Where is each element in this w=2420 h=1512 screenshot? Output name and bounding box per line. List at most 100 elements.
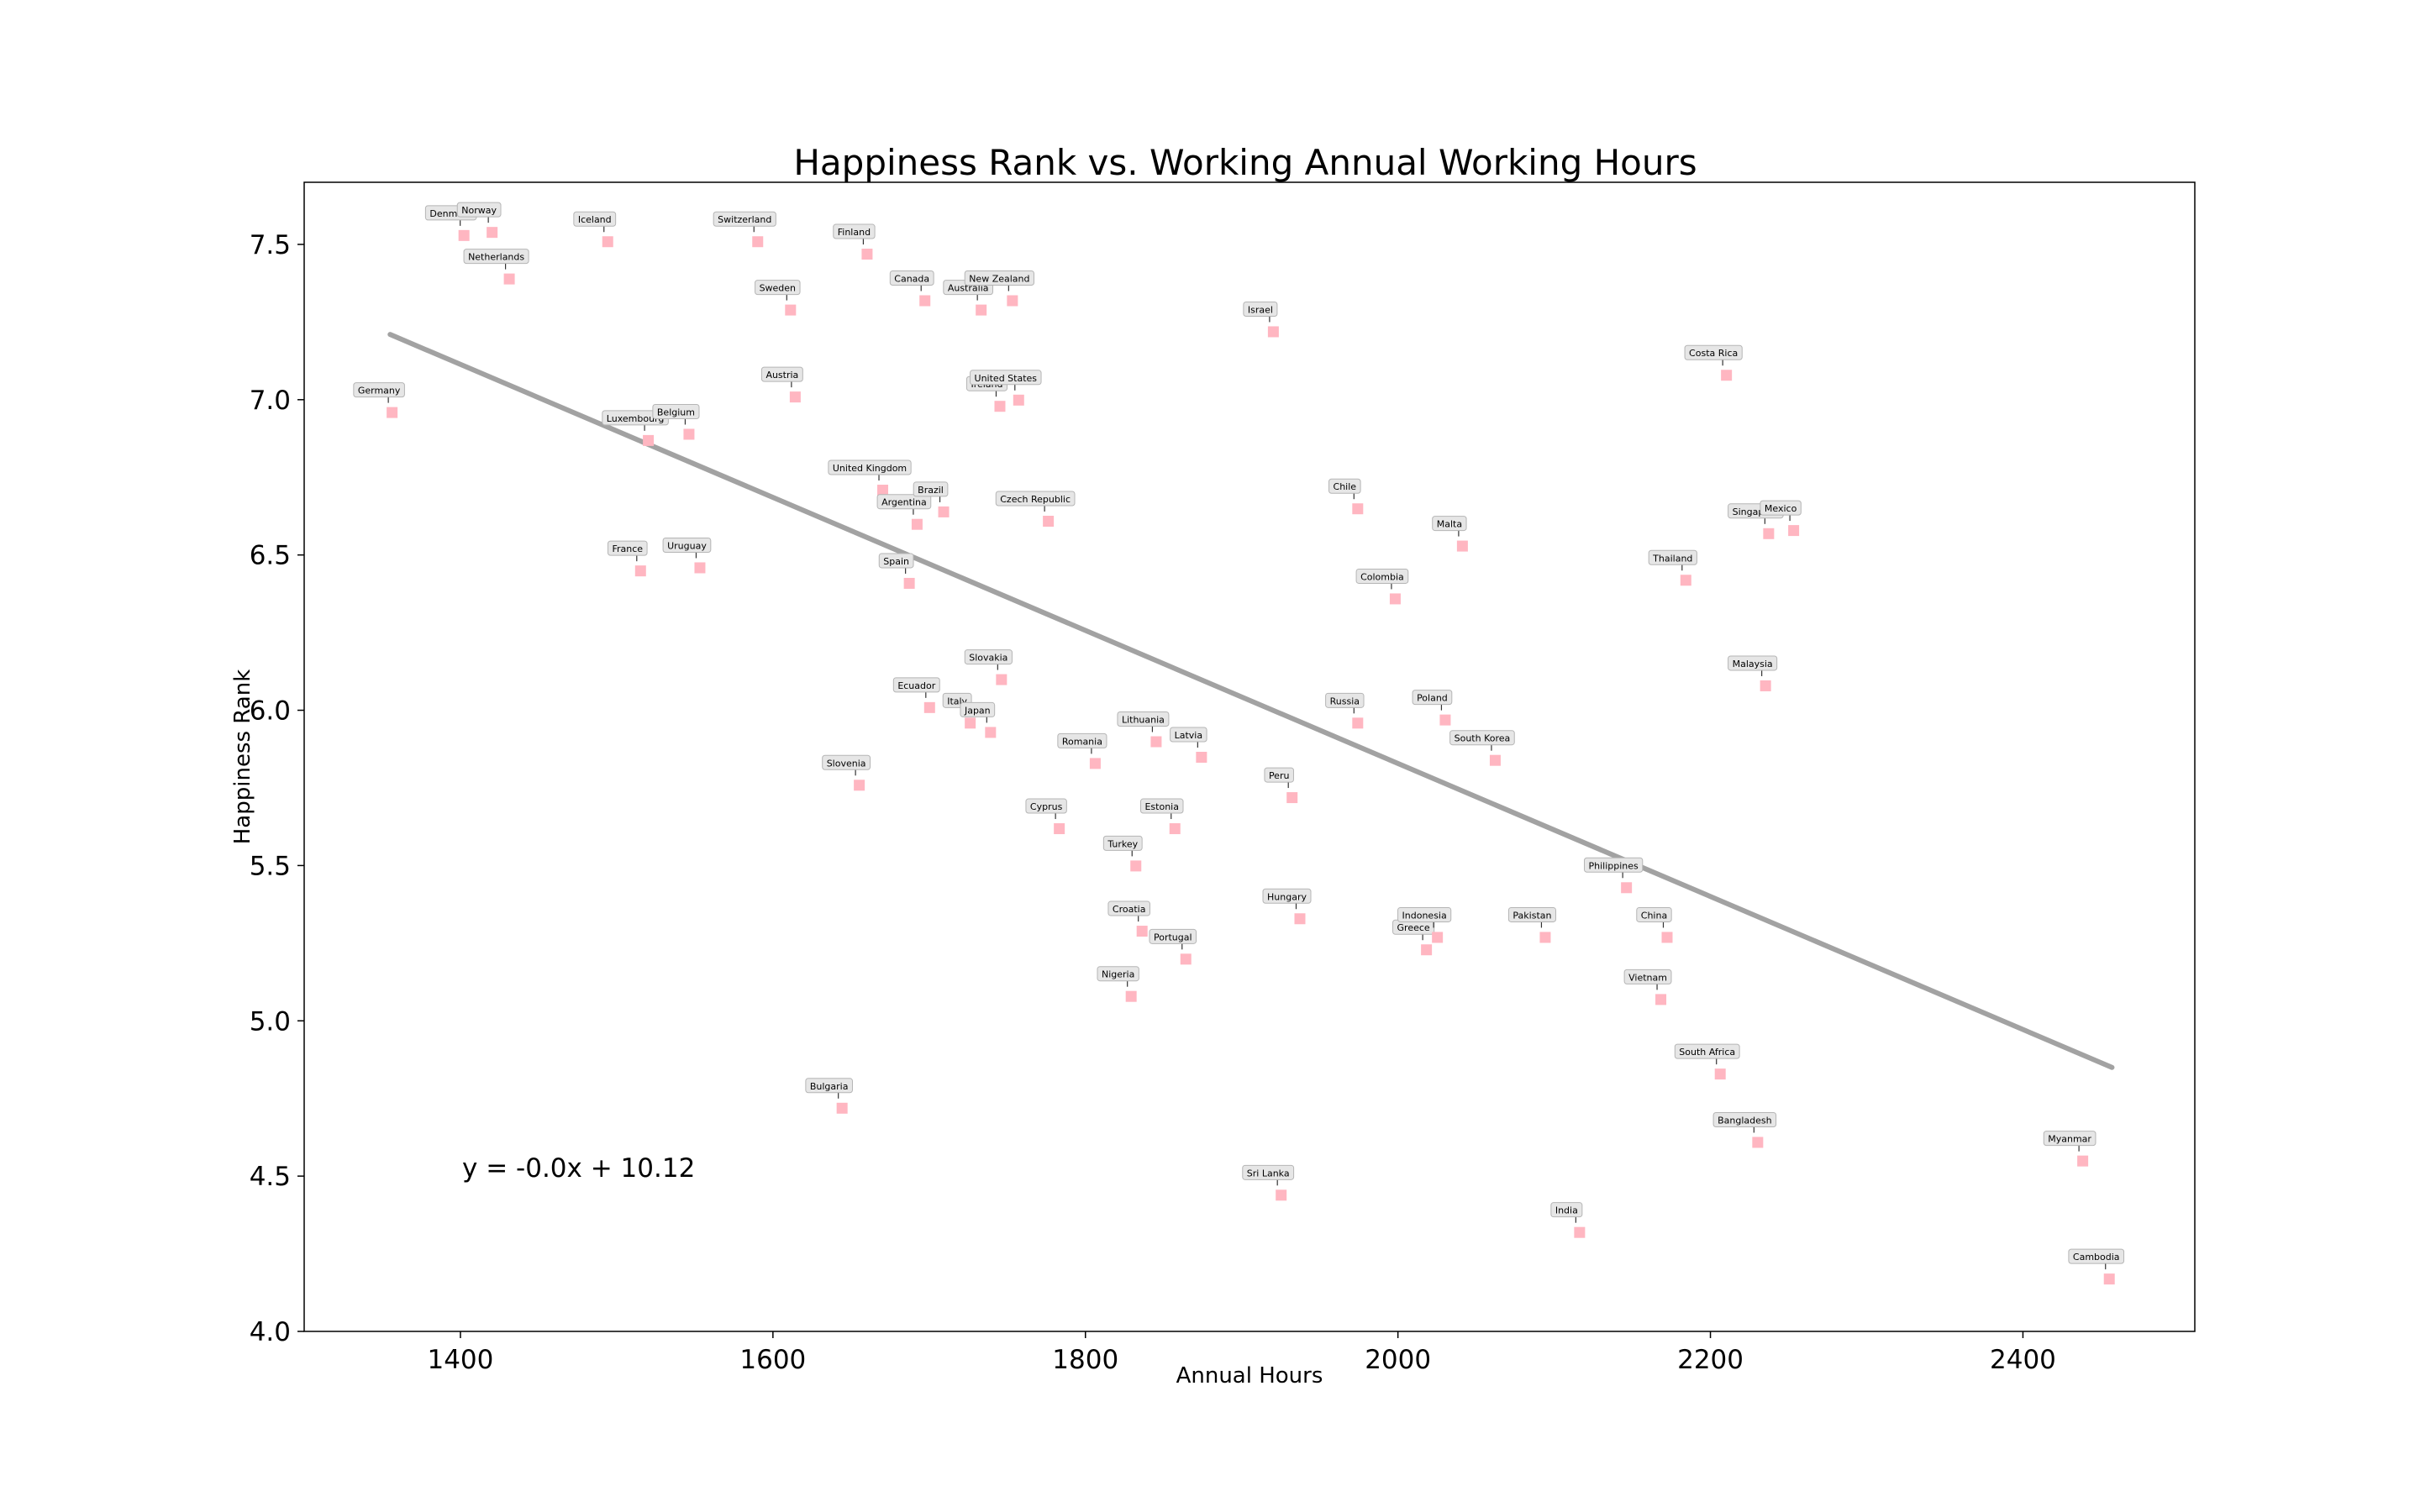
point-label-box bbox=[2043, 1131, 2096, 1147]
data-point bbox=[861, 249, 873, 260]
point-label: Nigeria bbox=[1097, 966, 1139, 982]
point-label-box bbox=[713, 211, 776, 227]
point-label-text: India bbox=[1555, 1205, 1578, 1216]
point-label: Luxembourg bbox=[602, 410, 669, 426]
point-label-box bbox=[1097, 966, 1139, 982]
data-point bbox=[2077, 1155, 2089, 1167]
point-label-text: Malta bbox=[1437, 519, 1462, 530]
point-label-box bbox=[970, 370, 1042, 386]
data-point bbox=[785, 304, 797, 316]
point-label-text: Sweden bbox=[760, 283, 796, 294]
data-point bbox=[938, 506, 950, 517]
point-label-box bbox=[463, 249, 529, 265]
point-label-text: Colombia bbox=[1360, 571, 1404, 582]
point-label-box bbox=[1117, 711, 1170, 727]
point-label: Germany bbox=[353, 382, 405, 398]
data-point bbox=[1180, 953, 1192, 965]
data-point bbox=[1439, 714, 1451, 726]
point-label-text: Mexico bbox=[1765, 503, 1797, 514]
point-label: Costa Rica bbox=[1684, 344, 1743, 360]
point-label-box bbox=[1760, 500, 1802, 516]
point-label-text: Croatia bbox=[1113, 904, 1146, 915]
point-label: Pakistan bbox=[1507, 906, 1556, 922]
data-point bbox=[1752, 1137, 1764, 1148]
point-label-text: Portugal bbox=[1154, 932, 1192, 942]
point-label-text: Czech Republic bbox=[1000, 494, 1071, 505]
data-point bbox=[1760, 680, 1771, 691]
point-label-box bbox=[1328, 478, 1361, 494]
point-label-box bbox=[1648, 549, 1697, 565]
point-label-box bbox=[1264, 767, 1294, 783]
point-label: Brazil bbox=[913, 481, 949, 497]
point-label-box bbox=[1432, 516, 1467, 532]
point-label-text: Brazil bbox=[918, 485, 944, 496]
point-label-text: Iceland bbox=[578, 214, 612, 225]
point-label-box bbox=[960, 701, 996, 717]
point-label: Mexico bbox=[1760, 500, 1802, 516]
point-label: Peru bbox=[1264, 767, 1294, 783]
point-label-text: France bbox=[613, 543, 644, 554]
point-label-text: Thailand bbox=[1652, 553, 1692, 564]
data-point bbox=[1352, 717, 1364, 729]
point-label: Russia bbox=[1325, 692, 1365, 708]
point-label-box bbox=[2068, 1248, 2125, 1264]
point-label-box bbox=[1636, 906, 1672, 922]
point-label: United Kingdom bbox=[828, 459, 912, 475]
point-label-box bbox=[1674, 1043, 1740, 1059]
point-label-box bbox=[1242, 1164, 1295, 1180]
point-label-text: Germany bbox=[358, 386, 401, 396]
data-point bbox=[1721, 370, 1733, 381]
point-label: Estonia bbox=[1139, 798, 1184, 814]
regression-equation: y = -0.0x + 10.12 bbox=[462, 1153, 695, 1184]
point-label-box bbox=[1728, 655, 1778, 671]
point-label-text: Nigeria bbox=[1102, 969, 1134, 980]
point-label: Colombia bbox=[1355, 568, 1409, 584]
point-label-box bbox=[755, 280, 801, 296]
point-label-box bbox=[828, 459, 912, 475]
data-point bbox=[994, 401, 1006, 412]
point-label-text: Bulgaria bbox=[810, 1081, 849, 1092]
data-point bbox=[877, 485, 889, 496]
point-label: Ecuador bbox=[892, 677, 940, 693]
data-point bbox=[643, 434, 655, 446]
data-point bbox=[911, 518, 923, 530]
point-label-text: Spain bbox=[883, 556, 909, 567]
point-label: Portugal bbox=[1149, 928, 1197, 944]
point-label: Philippines bbox=[1584, 857, 1644, 873]
data-point bbox=[2103, 1273, 2115, 1285]
y-tick-label: 7.5 bbox=[250, 230, 291, 260]
point-label-box bbox=[1507, 906, 1556, 922]
data-point bbox=[1432, 932, 1444, 943]
point-label-text: Israel bbox=[1248, 304, 1273, 315]
data-point bbox=[1788, 525, 1800, 537]
point-label-text: South Korea bbox=[1455, 733, 1511, 744]
point-label-box bbox=[353, 382, 405, 398]
point-label-text: Myanmar bbox=[2048, 1134, 2091, 1145]
data-point bbox=[634, 565, 646, 577]
point-label-text: Vietnam bbox=[1628, 972, 1667, 983]
data-point bbox=[1196, 752, 1207, 763]
data-point bbox=[1150, 736, 1162, 748]
point-label-box bbox=[1325, 692, 1365, 708]
chart-title: Happiness Rank vs. Working Annual Workin… bbox=[793, 142, 1697, 183]
point-label: Canada bbox=[889, 270, 934, 286]
data-point bbox=[1489, 754, 1501, 766]
point-label-box bbox=[878, 553, 914, 569]
point-label-text: China bbox=[1641, 910, 1667, 921]
point-label: Turkey bbox=[1102, 835, 1143, 851]
point-label-box bbox=[1139, 798, 1184, 814]
data-point bbox=[1389, 593, 1401, 605]
point-label: Netherlands bbox=[463, 249, 529, 265]
point-label-box bbox=[760, 366, 803, 382]
data-point bbox=[1043, 516, 1055, 528]
point-label: Japan bbox=[960, 701, 996, 717]
point-label-text: Japan bbox=[964, 705, 991, 716]
y-tick-label: 5.5 bbox=[250, 851, 291, 881]
point-label: United States bbox=[970, 370, 1042, 386]
data-point bbox=[923, 701, 935, 713]
data-point bbox=[1294, 913, 1306, 925]
point-label-box bbox=[1262, 888, 1312, 904]
point-label: Croatia bbox=[1107, 900, 1150, 916]
point-label-box bbox=[995, 491, 1076, 507]
